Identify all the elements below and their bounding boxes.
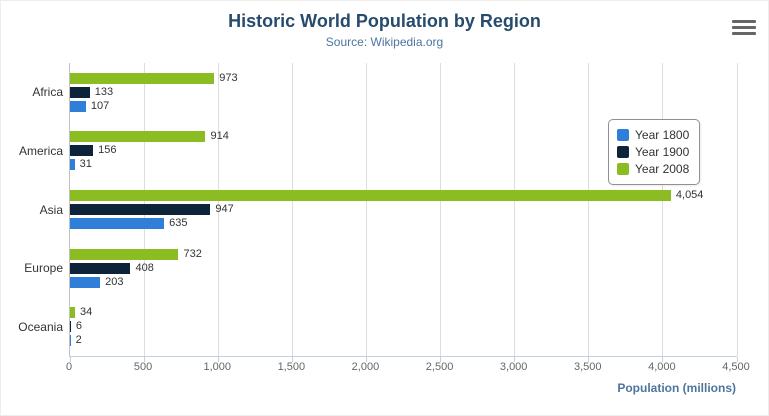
x-axis-tick <box>217 357 219 362</box>
bar-year-2008-oceania[interactable] <box>70 307 76 319</box>
x-tick-label: 500 <box>133 361 153 373</box>
bar-data-label: 408 <box>135 261 154 274</box>
legend-label: Year 1800 <box>635 128 690 142</box>
bar-year-1800-oceania[interactable] <box>70 335 71 347</box>
x-tick-label: 3,000 <box>499 361 528 373</box>
x-axis-tick <box>143 357 145 362</box>
x-tick-label: 2,500 <box>425 361 454 373</box>
gridline <box>588 63 590 356</box>
gridline <box>365 63 367 356</box>
legend-swatch-year-1800 <box>617 129 629 141</box>
hamburger-menu-icon[interactable] <box>732 17 756 38</box>
x-tick-label: 4,000 <box>648 361 676 373</box>
legend-item-year-2008[interactable]: Year 2008 <box>617 161 689 177</box>
gridline <box>440 63 442 356</box>
chart-title: Historic World Population by Region <box>228 11 541 31</box>
legend-item-year-1800[interactable]: Year 1800 <box>617 127 689 143</box>
bar-data-label: 4,054 <box>675 189 704 201</box>
legend: Year 1800 Year 1900 Year 2008 <box>608 119 701 185</box>
gridline <box>291 63 293 356</box>
bar-data-label: 973 <box>219 71 238 84</box>
bar-year-1900-oceania[interactable] <box>70 321 71 333</box>
x-axis-tick <box>514 357 516 362</box>
bar-year-1900-europe[interactable] <box>70 262 131 274</box>
bar-year-1800-america[interactable] <box>70 159 75 171</box>
bar-data-label: 107 <box>90 99 110 112</box>
bar-data-label: 947 <box>215 203 234 215</box>
bar-year-1800-asia[interactable] <box>70 218 165 229</box>
gridline <box>736 63 738 356</box>
bar-data-label: 203 <box>105 275 124 288</box>
x-axis-tick <box>291 357 293 362</box>
legend-label: Year 2008 <box>635 162 690 176</box>
x-tick-label: 1,000 <box>203 361 231 373</box>
chart-subtitle: Source: Wikipedia.org <box>325 35 444 49</box>
bar-year-1900-america[interactable] <box>70 145 94 157</box>
plot-area: 973 133 107 914 156 31 4,054 947 635 732 408 203 34 6… <box>69 63 738 362</box>
x-tick-label: 4,500 <box>722 361 750 373</box>
legend-item-year-1900[interactable]: Year 1900 <box>617 144 689 160</box>
category-label: Africa <box>32 85 63 100</box>
legend-swatch-year-2008 <box>617 163 629 175</box>
gridline <box>217 63 219 356</box>
bar-data-label: 914 <box>210 130 229 143</box>
bar-data-label: 31 <box>79 158 92 171</box>
category-label: America <box>18 143 63 158</box>
x-tick-label: 0 <box>65 361 73 373</box>
bar-data-label: 34 <box>80 306 93 319</box>
x-tick-label: 3,500 <box>574 361 602 373</box>
bar-data-label: 2 <box>75 334 82 347</box>
x-axis-tick <box>736 357 738 362</box>
x-axis-title: Population (millions) <box>617 381 736 395</box>
x-tick-label: 2,000 <box>351 361 380 373</box>
bar-data-label: 156 <box>98 144 117 157</box>
bar-year-1900-asia[interactable] <box>70 204 211 215</box>
gridline <box>514 63 516 356</box>
bar-year-1800-africa[interactable] <box>70 100 86 112</box>
bar-year-2008-asia[interactable] <box>70 190 671 201</box>
bar-year-1900-africa[interactable] <box>70 86 90 98</box>
x-axis-tick <box>440 357 442 362</box>
bar-year-1800-europe[interactable] <box>70 276 101 288</box>
bar-year-2008-america[interactable] <box>70 131 206 143</box>
x-axis-tick <box>588 357 590 362</box>
bar-year-2008-africa[interactable] <box>70 72 215 84</box>
gridline <box>662 63 664 356</box>
category-label: Asia <box>39 202 63 217</box>
hamburger-line <box>732 26 756 29</box>
x-axis-tick <box>365 357 367 362</box>
legend-label: Year 1900 <box>635 145 690 159</box>
bar-year-2008-europe[interactable] <box>70 248 179 260</box>
category-label: Europe <box>24 261 63 276</box>
x-axis-tick <box>662 357 664 362</box>
bar-data-label: 635 <box>169 217 188 229</box>
x-axis-tick <box>69 357 71 362</box>
x-tick-label: 1,500 <box>277 361 306 373</box>
hamburger-line <box>732 32 756 35</box>
category-label: Oceania <box>18 319 63 334</box>
hamburger-line <box>732 20 756 23</box>
bar-data-label: 732 <box>183 247 202 260</box>
legend-swatch-year-1900 <box>617 146 629 158</box>
bar-data-label: 6 <box>75 320 82 333</box>
bar-data-label: 133 <box>94 85 114 98</box>
